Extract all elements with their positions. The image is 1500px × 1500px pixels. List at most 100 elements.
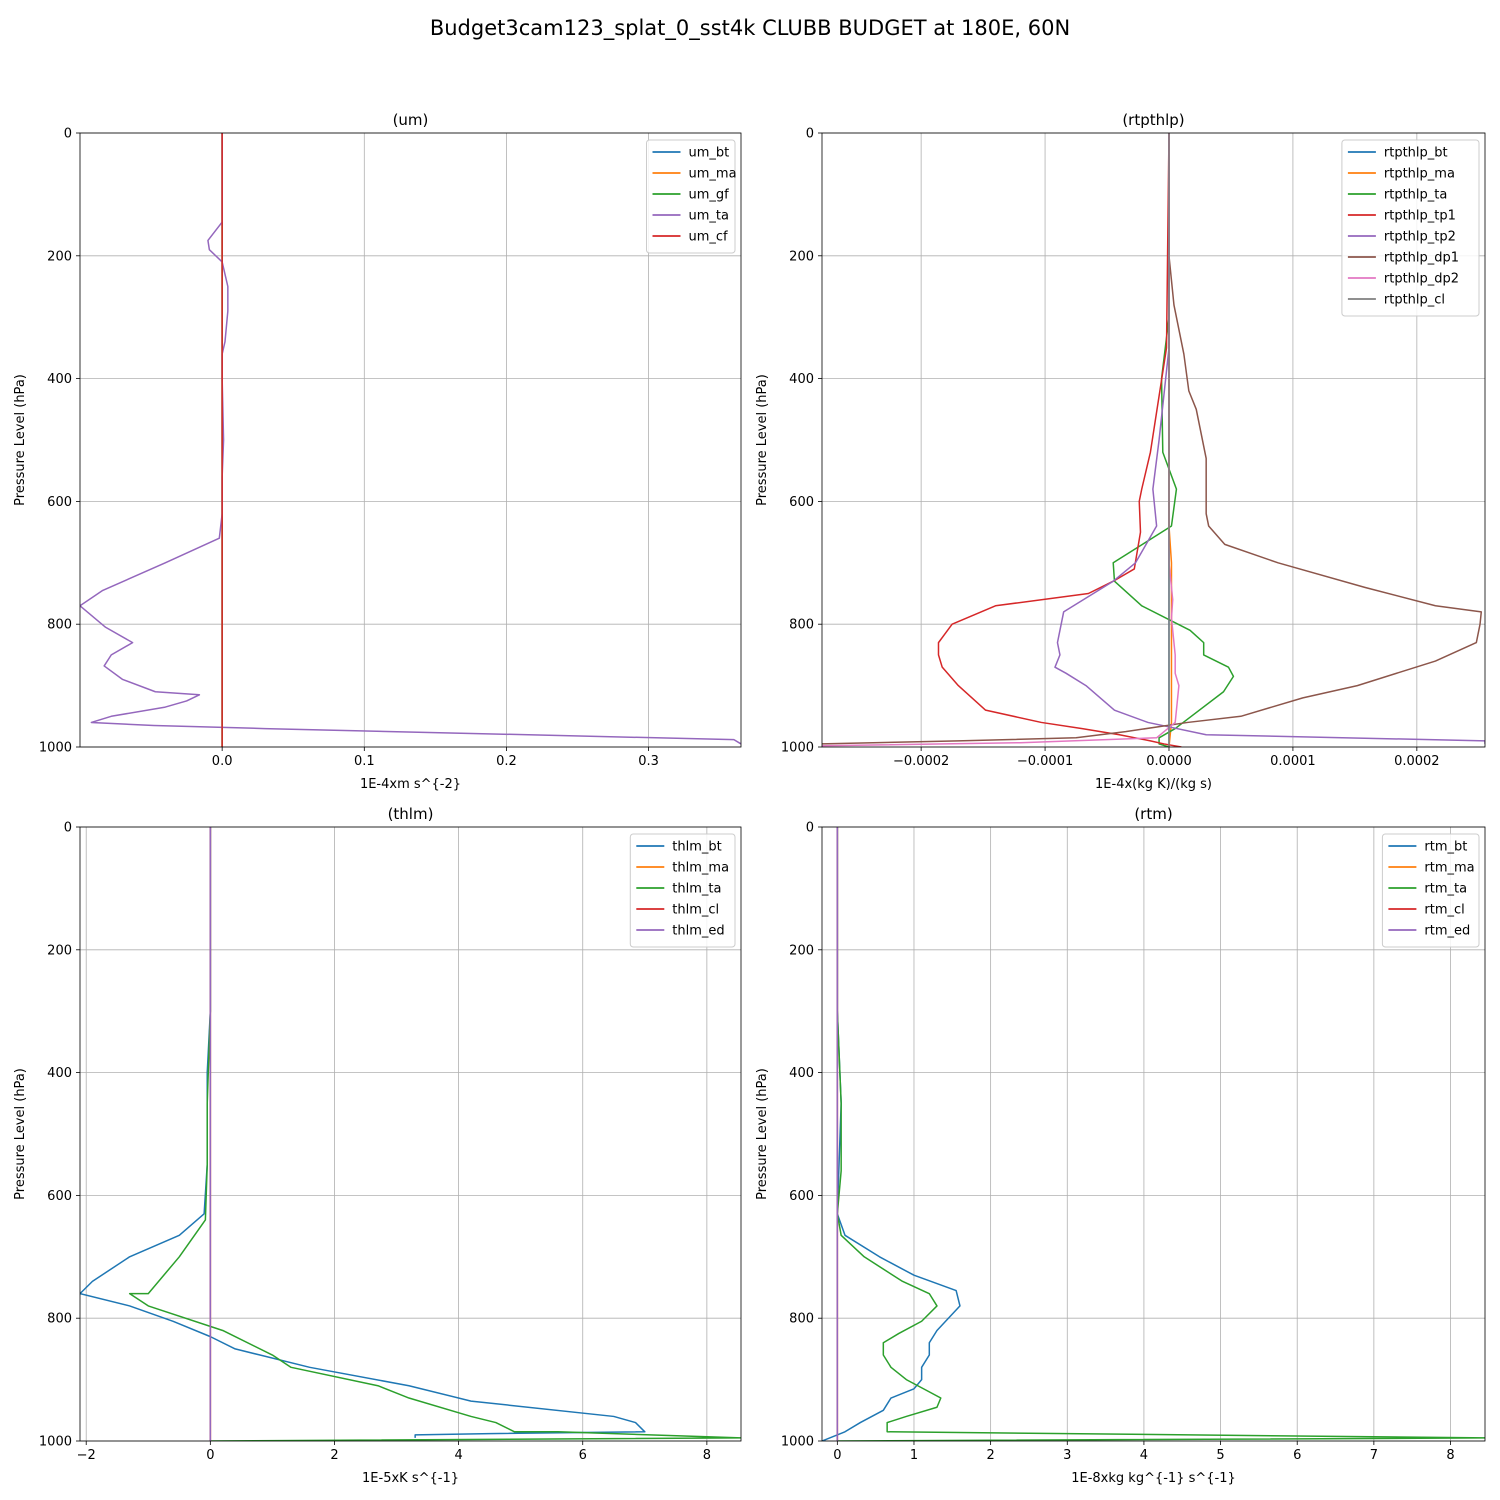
x-tick-label: 4	[1140, 1448, 1148, 1463]
legend-entry-rtpthlp_dp1: rtpthlp_dp1	[1384, 251, 1459, 266]
series-line-thlm_bt	[80, 827, 646, 1438]
x-tick-label: 7	[1370, 1448, 1378, 1463]
legend-entry-rtpthlp_tp2: rtpthlp_tp2	[1384, 230, 1456, 245]
x-axis-label: 1E-4x(kg K)/(kg s)	[1095, 777, 1212, 792]
y-tick-label: 0	[64, 821, 72, 836]
legend-entry-thlm_cl: thlm_cl	[672, 903, 719, 918]
y-tick-label: 200	[47, 249, 72, 264]
legend-entry-rtpthlp_tp1: rtpthlp_tp1	[1384, 209, 1456, 224]
panel-title: (um)	[393, 111, 429, 129]
legend-box	[1341, 139, 1480, 317]
legend-entry-rtpthlp_dp2: rtpthlp_dp2	[1384, 272, 1459, 287]
legend: rtpthlp_bt rtpthlp_ma rtpthlp_ta rtpthlp_tp…	[1341, 139, 1480, 317]
series-line-rtpthlp_tp2	[1054, 133, 1485, 744]
legend-box	[1381, 833, 1480, 948]
panel-3: −2 0 2 4 6 8 0 200 400 600 800 1000 (thlm) 1E-5xK s^{…	[13, 805, 742, 1486]
y-tick-label: 0	[64, 127, 72, 142]
x-tick-label: 6	[1293, 1448, 1301, 1463]
legend-entry-um_bt: um_bt	[689, 146, 730, 161]
y-tick-label: 200	[47, 943, 72, 958]
series-line-rtpthlp_dp2	[822, 133, 1180, 747]
legend-entry-rtpthlp_bt: rtpthlp_bt	[1384, 146, 1448, 161]
x-tick-label: 2	[986, 1448, 994, 1463]
legend: um_bt um_ma um_gf um_ta um_cf	[646, 139, 737, 254]
x-tick-label: 0	[833, 1448, 841, 1463]
legend-box	[629, 833, 736, 948]
x-tick-label: 2	[330, 1448, 338, 1463]
x-tick-label: 5	[1216, 1448, 1224, 1463]
x-tick-label: 0.2	[496, 754, 517, 769]
panel-1: 0.0 0.1 0.2 0.3 0 200 400 600 800 1000 (um) 1E-4xm …	[13, 111, 742, 792]
x-tick-label: 8	[703, 1448, 711, 1463]
series-line-rtpthlp_tp1	[937, 133, 1182, 747]
x-axis-label: 1E-8xkg kg^{-1} s^{-1}	[1071, 1471, 1236, 1486]
legend-entry-um_cf: um_cf	[689, 230, 729, 245]
y-tick-label: 400	[789, 372, 814, 387]
series-line-rtpthlp_ta	[1112, 133, 1235, 747]
x-tick-label: −0.0002	[893, 754, 949, 769]
legend-entry-rtm_ta: rtm_ta	[1424, 882, 1467, 897]
panel-title: (rtm)	[1134, 805, 1172, 823]
x-tick-label: −2	[77, 1448, 96, 1463]
y-tick-label: 400	[47, 1066, 72, 1081]
y-axis-label: Pressure Level (hPa)	[13, 1068, 28, 1200]
y-tick-label: 600	[47, 495, 72, 510]
y-tick-label: 600	[789, 495, 814, 510]
y-tick-label: 800	[789, 618, 814, 633]
legend-entry-thlm_ta: thlm_ta	[672, 882, 721, 897]
x-tick-label: 6	[579, 1448, 587, 1463]
y-tick-label: 600	[47, 1189, 72, 1204]
axes-frame	[79, 132, 742, 748]
y-tick-label: 200	[789, 943, 814, 958]
x-tick-label: 0	[206, 1448, 214, 1463]
y-tick-label: 800	[47, 1312, 72, 1327]
legend-entry-rtpthlp_ma: rtpthlp_ma	[1384, 167, 1455, 182]
y-tick-label: 400	[789, 1066, 814, 1081]
legend-entry-rtm_bt: rtm_bt	[1424, 840, 1467, 855]
axes-frame	[821, 132, 1486, 748]
figure-title: Budget3cam123_splat_0_sst4k CLUBB BUDGET…	[429, 16, 1071, 40]
series-line-thlm_ta	[128, 827, 741, 1441]
x-tick-label: 0.3	[638, 754, 659, 769]
x-axis-label: 1E-5xK s^{-1}	[362, 1471, 459, 1486]
legend-entry-um_ma: um_ma	[689, 167, 737, 182]
legend-entry-rtm_ma: rtm_ma	[1424, 861, 1474, 876]
legend-entry-rtm_ed: rtm_ed	[1424, 924, 1470, 939]
x-tick-label: 0.0001	[1270, 754, 1316, 769]
y-tick-label: 200	[789, 249, 814, 264]
legend-entry-thlm_ed: thlm_ed	[672, 924, 724, 939]
y-axis-label: Pressure Level (hPa)	[13, 374, 28, 506]
series-line-rtpthlp_dp1	[822, 133, 1483, 745]
x-tick-label: 8	[1446, 1448, 1454, 1463]
y-tick-label: 1000	[781, 1435, 814, 1450]
x-tick-label: −0.0001	[1017, 754, 1073, 769]
x-tick-label: 0.0002	[1394, 754, 1440, 769]
legend-entry-rtm_cl: rtm_cl	[1424, 903, 1464, 918]
y-tick-label: 800	[789, 1312, 814, 1327]
legend-entry-rtpthlp_ta: rtpthlp_ta	[1384, 188, 1447, 203]
y-tick-label: 400	[47, 372, 72, 387]
panel-title: (thlm)	[388, 805, 434, 823]
legend: thlm_bt thlm_ma thlm_ta thlm_cl thlm_ed	[629, 833, 736, 948]
legend-entry-um_gf: um_gf	[689, 188, 730, 203]
panel-2: −0.0002 −0.0001 0.0000 0.0001 0.0002 0 200 400 6…	[755, 111, 1486, 792]
y-tick-label: 1000	[39, 741, 72, 756]
legend-entry-um_ta: um_ta	[689, 209, 729, 224]
panel-title: (rtpthlp)	[1122, 111, 1184, 129]
x-axis-label: 1E-4xm s^{-2}	[360, 777, 461, 792]
x-tick-label: 4	[454, 1448, 462, 1463]
legend: rtm_bt rtm_ma rtm_ta rtm_cl rtm_ed	[1381, 833, 1480, 948]
y-tick-label: 1000	[781, 741, 814, 756]
y-tick-label: 600	[789, 1189, 814, 1204]
x-tick-label: 0.0	[212, 754, 233, 769]
y-tick-label: 0	[806, 127, 814, 142]
axes-frame	[79, 826, 742, 1442]
legend-entry-thlm_ma: thlm_ma	[672, 861, 729, 876]
x-tick-label: 0.1	[354, 754, 375, 769]
series-line-um_ta	[80, 133, 741, 745]
x-tick-label: 1	[910, 1448, 918, 1463]
legend-box	[646, 139, 736, 254]
y-tick-label: 1000	[39, 1435, 72, 1450]
y-axis-label: Pressure Level (hPa)	[755, 1068, 770, 1200]
